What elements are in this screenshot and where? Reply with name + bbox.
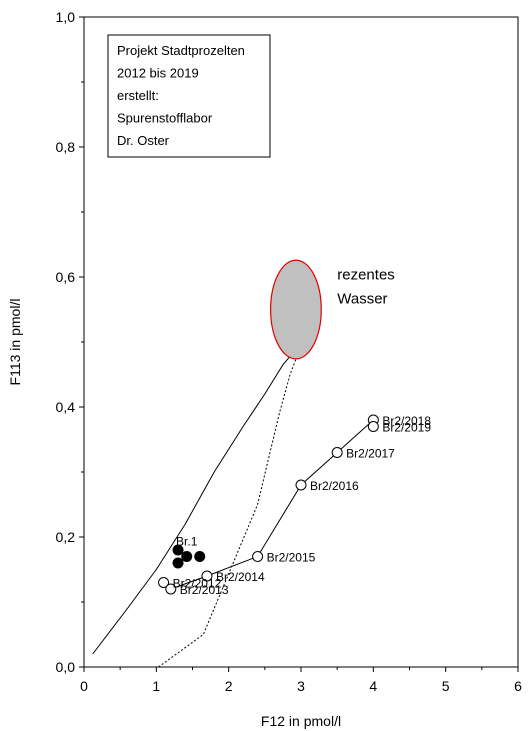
br2-point-label: Br2/2019 — [382, 421, 431, 435]
br2-point — [367, 421, 379, 432]
y-tick-label: 0,8 — [56, 139, 76, 155]
br1-label: Br.1 — [176, 534, 198, 548]
y-axis-title: F113 in pmol/l — [7, 299, 23, 386]
y-tick-label: 0,6 — [56, 269, 76, 285]
annotation-text-line: 2012 bis 2019 — [117, 66, 199, 81]
br2-point — [201, 570, 213, 582]
x-tick-label: 5 — [442, 678, 450, 694]
br2-trend-line — [163, 418, 374, 590]
br2-point-label: Br2/2012 — [173, 577, 222, 591]
br2-point — [158, 577, 170, 588]
br2-point-label: Br2/2015 — [267, 551, 316, 565]
br2-point-label: Br2/2014 — [216, 570, 265, 584]
ellipse-label-line: rezentes — [337, 267, 395, 284]
br2-point — [252, 551, 264, 562]
br1-point — [172, 544, 184, 556]
y-tick-label: 0,0 — [56, 659, 76, 675]
br1-point — [172, 557, 184, 569]
ellipse-label-line: Wasser — [337, 291, 387, 308]
annotation-box — [107, 34, 271, 158]
annotation-text-line: Spurenstofflabor — [117, 111, 213, 126]
recent-water-ellipse — [270, 259, 322, 360]
x-tick-label: 4 — [369, 678, 377, 694]
annotation-text-line: erstellt: — [117, 88, 159, 103]
x-tick-label: 1 — [152, 678, 160, 694]
br2-point-label: Br2/2016 — [310, 479, 359, 493]
br2-point-label: Br2/2017 — [346, 447, 395, 461]
br1-point — [181, 551, 193, 562]
y-tick-label: 1,0 — [56, 9, 76, 25]
br2-point — [165, 583, 177, 595]
br2-point — [331, 447, 343, 458]
y-tick-label: 0,2 — [56, 529, 76, 545]
br1-point — [194, 551, 206, 562]
y-tick-label: 0,4 — [56, 399, 76, 415]
dashed-model-curve — [158, 354, 298, 668]
x-tick-label: 6 — [514, 678, 522, 694]
x-tick-label: 2 — [225, 678, 233, 694]
x-axis-title: F12 in pmol/l — [261, 713, 341, 729]
br2-point — [295, 479, 307, 491]
x-tick-label: 3 — [297, 678, 305, 694]
br2-point-label: Br2/2013 — [180, 583, 229, 597]
annotation-text-line: Dr. Oster — [117, 133, 170, 148]
br2-point-label: Br2/2018 — [382, 414, 431, 428]
x-tick-label: 0 — [80, 678, 88, 694]
solid-model-curve — [92, 351, 295, 655]
annotation-text-line: Projekt Stadtprozelten — [117, 43, 245, 58]
